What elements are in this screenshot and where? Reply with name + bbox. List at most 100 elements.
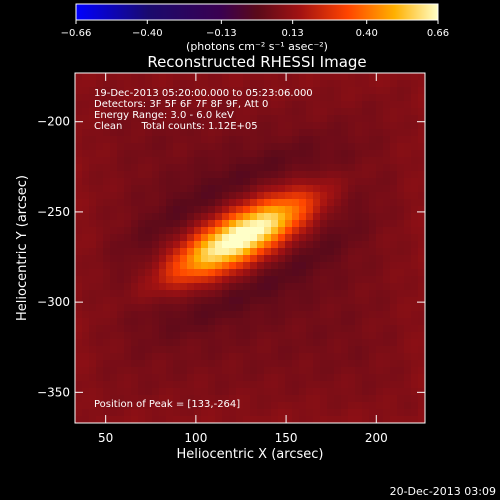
heatmap-cell — [159, 115, 167, 123]
heatmap-cell — [201, 94, 209, 102]
heatmap-cell — [369, 346, 377, 354]
heatmap-cell — [411, 367, 419, 375]
heatmap-cell — [362, 269, 370, 277]
heatmap-cell — [124, 94, 132, 102]
heatmap-cell — [292, 374, 300, 382]
heatmap-cell — [320, 206, 328, 214]
heatmap-cell — [243, 199, 251, 207]
heatmap-cell — [208, 332, 216, 340]
heatmap-cell — [131, 269, 139, 277]
heatmap-cell — [166, 269, 174, 277]
heatmap-cell — [313, 304, 321, 312]
heatmap-cell — [222, 374, 230, 382]
heatmap-cell — [145, 332, 153, 340]
heatmap-cell — [376, 101, 384, 109]
heatmap-cell — [411, 290, 419, 298]
heatmap-cell — [208, 80, 216, 88]
heatmap-cell — [222, 276, 230, 284]
heatmap-cell — [334, 178, 342, 186]
heatmap-cell — [103, 395, 111, 403]
heatmap-cell — [397, 143, 405, 151]
heatmap-cell — [418, 87, 426, 95]
heatmap-cell — [411, 283, 419, 291]
heatmap-cell — [145, 262, 153, 270]
heatmap-cell — [397, 339, 405, 347]
heatmap-cell — [271, 129, 279, 137]
heatmap-cell — [292, 388, 300, 396]
heatmap-cell — [75, 73, 83, 81]
heatmap-cell — [166, 227, 174, 235]
heatmap-cell — [194, 178, 202, 186]
heatmap-cell — [257, 388, 265, 396]
heatmap-cell — [257, 192, 265, 200]
heatmap-cell — [166, 388, 174, 396]
heatmap-cell — [362, 276, 370, 284]
heatmap-cell — [166, 213, 174, 221]
heatmap-cell — [285, 80, 293, 88]
heatmap-cell — [138, 164, 146, 172]
heatmap-cell — [152, 381, 160, 389]
heatmap-cell — [362, 129, 370, 137]
heatmap-cell — [285, 346, 293, 354]
heatmap-cell — [201, 199, 209, 207]
heatmap-cell — [390, 311, 398, 319]
heatmap-cell — [411, 150, 419, 158]
heatmap-cell — [418, 276, 426, 284]
heatmap-cell — [103, 248, 111, 256]
heatmap-cell — [306, 374, 314, 382]
heatmap-cell — [82, 171, 90, 179]
heatmap-cell — [313, 206, 321, 214]
heatmap-cell — [117, 101, 125, 109]
heatmap-cell — [166, 80, 174, 88]
heatmap-cell — [187, 276, 195, 284]
heatmap-cell — [96, 297, 104, 305]
heatmap-cell — [418, 73, 426, 81]
heatmap-cell — [271, 150, 279, 158]
heatmap-cell — [117, 402, 125, 410]
heatmap-cell — [166, 255, 174, 263]
heatmap-cell — [152, 94, 160, 102]
heatmap-cell — [299, 185, 307, 193]
heatmap-cell — [369, 87, 377, 95]
heatmap-cell — [292, 325, 300, 333]
heatmap-cell — [383, 262, 391, 270]
heatmap-cell — [418, 346, 426, 354]
heatmap-cell — [285, 185, 293, 193]
heatmap-cell — [418, 157, 426, 165]
heatmap-cell — [180, 360, 188, 368]
heatmap-cell — [131, 283, 139, 291]
heatmap-cell — [145, 164, 153, 172]
heatmap-cell — [264, 297, 272, 305]
heatmap-cell — [243, 94, 251, 102]
heatmap-cell — [383, 115, 391, 123]
heatmap-cell — [166, 374, 174, 382]
heatmap-cell — [117, 255, 125, 263]
heatmap-cell — [117, 248, 125, 256]
heatmap-cell — [103, 80, 111, 88]
heatmap-cell — [145, 213, 153, 221]
heatmap-cell — [131, 325, 139, 333]
heatmap-cell — [124, 283, 132, 291]
heatmap-cell — [215, 115, 223, 123]
heatmap-cell — [173, 248, 181, 256]
heatmap-cell — [82, 227, 90, 235]
heatmap-cell — [418, 192, 426, 200]
heatmap-cell — [89, 248, 97, 256]
heatmap-cell — [278, 381, 286, 389]
heatmap-cell — [89, 199, 97, 207]
heatmap-cell — [173, 185, 181, 193]
heatmap-cell — [257, 157, 265, 165]
heatmap-cell — [124, 318, 132, 326]
heatmap-cell — [166, 192, 174, 200]
heatmap-cell — [96, 409, 104, 417]
heatmap-cell — [124, 346, 132, 354]
heatmap-cell — [229, 269, 237, 277]
heatmap-cell — [292, 353, 300, 361]
heatmap-cell — [334, 367, 342, 375]
heatmap-cell — [390, 227, 398, 235]
heatmap-cell — [152, 157, 160, 165]
heatmap-cell — [390, 108, 398, 116]
heatmap-cell — [82, 409, 90, 417]
colorbar-unit-label: (photons cm⁻² s⁻¹ asec⁻²) — [186, 40, 328, 53]
heatmap-cell — [138, 276, 146, 284]
